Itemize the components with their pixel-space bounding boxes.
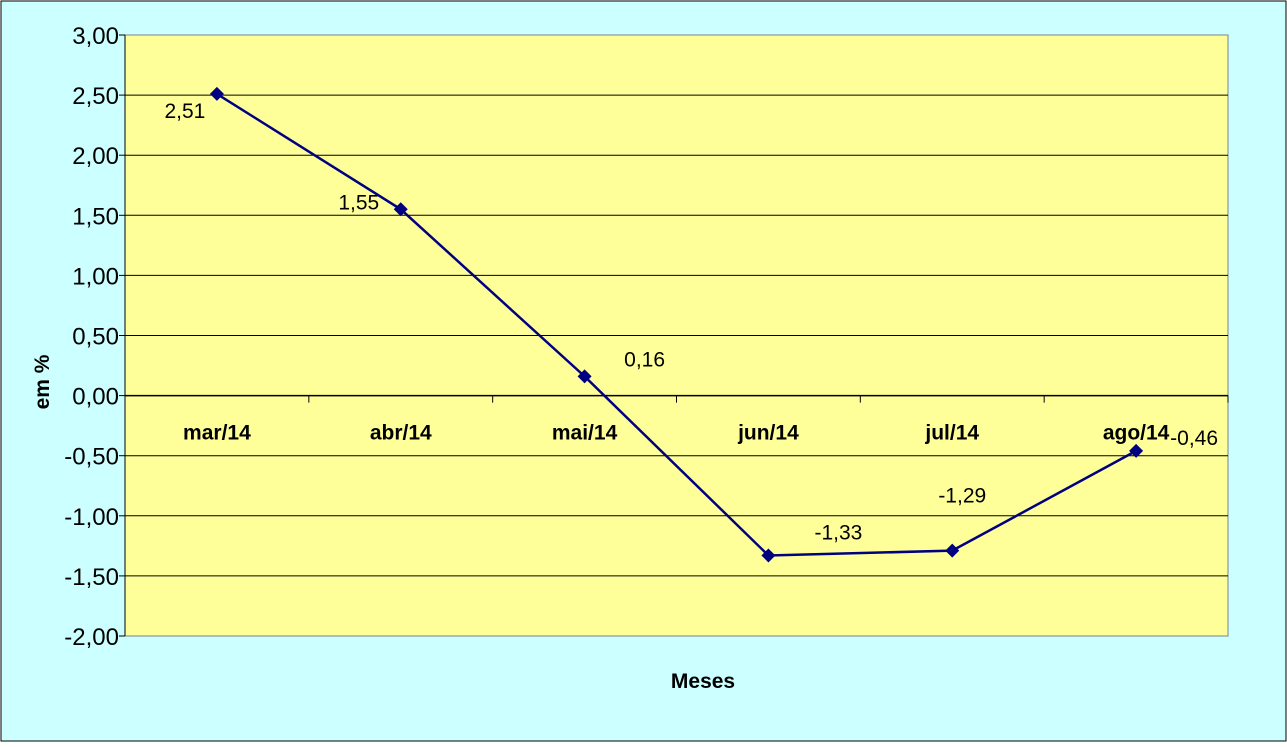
y-tick-label: 0,50 bbox=[72, 324, 119, 351]
data-point-marker bbox=[393, 202, 408, 217]
x-tick-label: mar/14 bbox=[183, 422, 251, 445]
x-axis: mar/14 abr/14 mai/14 jun/14 jul/14 ago/14 bbox=[124, 394, 1229, 445]
y-tick-label: 1,50 bbox=[72, 203, 119, 230]
y-axis-ticks: 3,00 2,50 2,00 1,50 1,00 0,50 0,00 -0,50 -1,00 -1… bbox=[64, 23, 126, 651]
data-point-marker bbox=[209, 86, 224, 101]
data-label: -0,46 bbox=[1170, 427, 1218, 450]
x-axis-title: Meses bbox=[671, 670, 735, 693]
y-tick-label: 2,50 bbox=[72, 83, 119, 110]
x-tick-label: jun/14 bbox=[737, 422, 799, 445]
y-tick-label: -1,50 bbox=[64, 564, 119, 591]
data-label: 1,55 bbox=[338, 191, 379, 214]
data-label: 0,16 bbox=[624, 348, 665, 371]
x-tick-label: mai/14 bbox=[552, 422, 618, 445]
x-tick-label: abr/14 bbox=[370, 422, 432, 445]
y-tick-label: 0,00 bbox=[72, 384, 119, 411]
data-labels: 2,51 1,55 0,16 -1,33 -1,29 -0,46 bbox=[164, 100, 1218, 545]
series-group bbox=[209, 86, 1144, 563]
y-axis-title: em % bbox=[31, 354, 54, 409]
y-tick-label: 2,00 bbox=[72, 143, 119, 170]
series-line bbox=[216, 92, 1137, 557]
data-point-marker bbox=[577, 369, 592, 384]
x-tick-label: jul/14 bbox=[924, 422, 979, 445]
y-tick-label: 1,00 bbox=[72, 263, 119, 290]
y-tick-label: -2,00 bbox=[64, 624, 119, 651]
data-point-marker bbox=[761, 548, 776, 563]
data-label: -1,29 bbox=[938, 485, 986, 508]
data-label: -1,33 bbox=[814, 521, 862, 544]
y-tick-label: 3,00 bbox=[72, 23, 119, 50]
data-point-marker bbox=[945, 543, 960, 558]
data-label: 2,51 bbox=[164, 100, 205, 123]
y-tick-label: -1,00 bbox=[64, 504, 119, 531]
data-point-marker bbox=[1129, 443, 1144, 458]
x-tick-label: ago/14 bbox=[1103, 422, 1170, 445]
y-tick-label: -0,50 bbox=[64, 444, 119, 471]
